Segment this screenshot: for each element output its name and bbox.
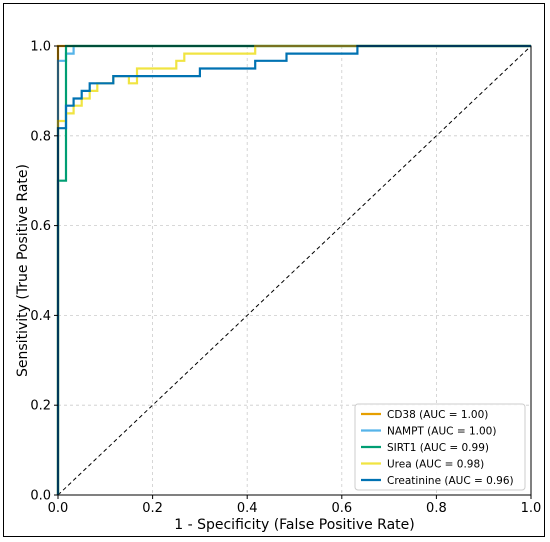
x-tick-label: 0.2: [142, 501, 163, 516]
axis-ticks: 0.0 0.2 0.4 0.6 0.8 1.0 0.0 0.2 0.4 0.6 0.8 1.0: [30, 40, 541, 517]
x-tick-label: 0.8: [426, 501, 447, 516]
legend: CD38 (AUC = 1.00) NAMPT (AUC = 1.00) SIRT1…: [354, 403, 526, 491]
x-tick-label: 0.6: [331, 501, 352, 516]
y-tick-label: 0.8: [30, 129, 51, 144]
roc-curve-creatinine: [56, 44, 531, 495]
legend-box: [354, 403, 526, 491]
y-axis-label: Sensitivity (True Positive Rate): [15, 164, 31, 377]
legend-label: Urea (AUC = 0.98): [387, 459, 484, 471]
x-tick-label: 0.4: [237, 501, 258, 516]
y-tick-label: 0.4: [30, 309, 51, 324]
x-axis-label: 1 - Specificity (False Positive Rate): [174, 517, 415, 533]
y-tick-label: 1.0: [30, 40, 51, 55]
plot-area-border: [57, 45, 532, 496]
legend-label: CD38 (AUC = 1.00): [387, 409, 488, 421]
y-tick-label: 0.0: [30, 489, 51, 504]
x-tick-label: 0.0: [48, 501, 69, 516]
legend-label: SIRT1 (AUC = 0.99): [387, 442, 489, 454]
y-tick-label: 0.2: [30, 399, 51, 414]
legend-label: NAMPT (AUC = 1.00): [387, 426, 496, 438]
x-tick-label: 1.0: [521, 501, 542, 516]
legend-label: Creatinine (AUC = 0.96): [387, 475, 514, 487]
chance-diagonal: [57, 45, 532, 496]
y-tick-label: 0.6: [30, 219, 51, 234]
